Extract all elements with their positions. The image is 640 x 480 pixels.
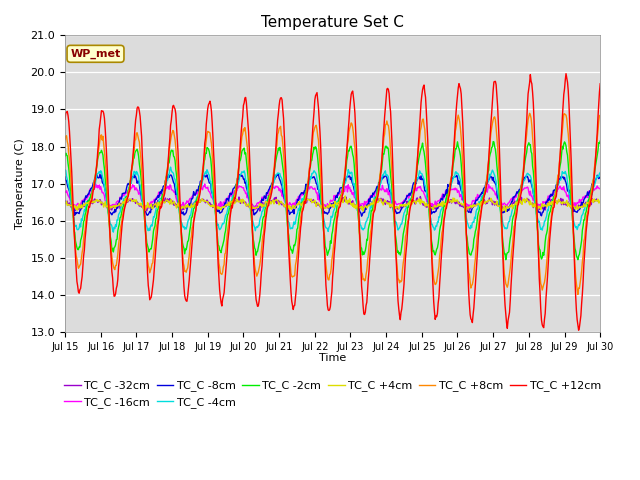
TC_C -16cm	[378, 187, 385, 193]
TC_C -32cm	[202, 200, 209, 206]
TC_C -16cm	[548, 190, 556, 196]
TC_C -4cm	[203, 167, 211, 173]
Line: TC_C +12cm: TC_C +12cm	[65, 73, 600, 330]
TC_C -4cm	[548, 200, 556, 206]
TC_C +12cm	[202, 135, 209, 141]
TC_C -8cm	[378, 177, 385, 183]
Line: TC_C +8cm: TC_C +8cm	[65, 113, 600, 294]
TC_C +12cm	[596, 81, 604, 87]
TC_C +12cm	[575, 327, 582, 333]
TC_C +8cm	[376, 170, 384, 176]
TC_C +8cm	[202, 144, 209, 149]
Text: WP_met: WP_met	[70, 48, 120, 59]
TC_C +12cm	[562, 71, 570, 76]
Line: TC_C -32cm: TC_C -32cm	[65, 196, 600, 211]
TC_C -2cm	[376, 172, 384, 178]
TC_C -2cm	[429, 249, 436, 254]
TC_C +8cm	[525, 110, 533, 116]
TC_C -8cm	[202, 174, 209, 180]
Line: TC_C -8cm: TC_C -8cm	[65, 174, 600, 216]
TC_C -2cm	[548, 202, 556, 207]
TC_C +4cm	[202, 198, 209, 204]
TC_C -8cm	[431, 210, 438, 216]
TC_C -8cm	[358, 213, 365, 219]
X-axis label: Time: Time	[319, 353, 346, 363]
TC_C +4cm	[502, 209, 509, 215]
TC_C -2cm	[502, 257, 509, 263]
TC_C -32cm	[61, 198, 69, 204]
TC_C -32cm	[417, 193, 424, 199]
TC_C -2cm	[61, 153, 69, 159]
TC_C -4cm	[167, 164, 175, 170]
TC_C -32cm	[596, 199, 604, 204]
TC_C -32cm	[430, 206, 438, 212]
TC_C -32cm	[324, 204, 332, 210]
TC_C -32cm	[548, 200, 556, 205]
TC_C -8cm	[325, 209, 333, 215]
TC_C -32cm	[179, 207, 186, 213]
Line: TC_C -4cm: TC_C -4cm	[65, 167, 600, 232]
TC_C +4cm	[430, 205, 438, 211]
TC_C -32cm	[376, 197, 384, 203]
TC_C -16cm	[326, 201, 333, 207]
TC_C -4cm	[326, 224, 333, 229]
TC_C +12cm	[179, 257, 186, 263]
TC_C +4cm	[179, 204, 186, 209]
TC_C -4cm	[596, 169, 604, 175]
TC_C +8cm	[574, 291, 582, 297]
TC_C +4cm	[377, 196, 385, 202]
Line: TC_C +4cm: TC_C +4cm	[65, 196, 600, 212]
TC_C -2cm	[596, 138, 604, 144]
TC_C -16cm	[202, 185, 210, 191]
TC_C -16cm	[92, 181, 99, 187]
TC_C +4cm	[61, 200, 69, 206]
TC_C -8cm	[548, 192, 556, 198]
TC_C -16cm	[179, 200, 187, 205]
TC_C +8cm	[429, 268, 436, 274]
TC_C -16cm	[596, 186, 604, 192]
TC_C +8cm	[596, 113, 604, 119]
TC_C -4cm	[431, 227, 438, 233]
TC_C -16cm	[252, 206, 259, 212]
TC_C +12cm	[376, 176, 384, 181]
TC_C +8cm	[179, 250, 186, 255]
Y-axis label: Temperature (C): Temperature (C)	[15, 138, 25, 229]
TC_C +4cm	[324, 204, 332, 210]
TC_C -2cm	[324, 250, 332, 256]
TC_C +8cm	[324, 277, 332, 283]
TC_C -4cm	[180, 224, 188, 229]
TC_C -16cm	[61, 189, 69, 195]
Line: TC_C -2cm: TC_C -2cm	[65, 141, 600, 260]
TC_C +8cm	[548, 208, 556, 214]
TC_C +12cm	[547, 220, 555, 226]
TC_C -16cm	[431, 203, 438, 209]
TC_C +4cm	[548, 200, 556, 206]
TC_C -2cm	[179, 240, 186, 246]
TC_C -32cm	[465, 208, 473, 214]
TC_C -4cm	[378, 177, 385, 182]
TC_C +12cm	[324, 307, 332, 313]
TC_C +4cm	[596, 198, 604, 204]
TC_C -8cm	[275, 171, 282, 177]
TC_C -8cm	[596, 175, 604, 181]
TC_C -4cm	[109, 229, 117, 235]
TC_C +4cm	[341, 193, 349, 199]
TC_C -8cm	[61, 174, 69, 180]
TC_C -4cm	[61, 167, 69, 173]
TC_C +8cm	[61, 137, 69, 143]
TC_C -2cm	[202, 150, 209, 156]
TC_C +12cm	[429, 283, 436, 289]
Legend: TC_C -32cm, TC_C -16cm, TC_C -8cm, TC_C -4cm, TC_C -2cm, TC_C +4cm, TC_C +8cm, T: TC_C -32cm, TC_C -16cm, TC_C -8cm, TC_C …	[60, 376, 605, 412]
Title: Temperature Set C: Temperature Set C	[261, 15, 404, 30]
TC_C -8cm	[179, 211, 186, 216]
TC_C +12cm	[61, 116, 69, 122]
Line: TC_C -16cm: TC_C -16cm	[65, 184, 600, 209]
